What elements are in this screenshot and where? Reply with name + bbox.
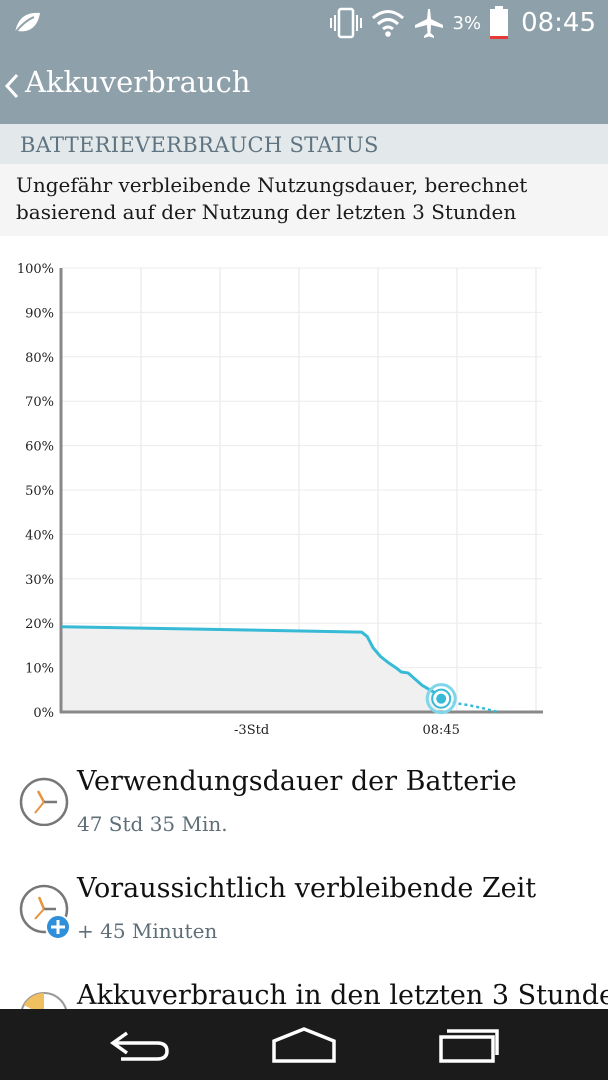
clock-plus-icon <box>19 884 71 940</box>
y-tick-label: 50% <box>25 484 54 499</box>
leaf-notification-icon <box>14 12 40 34</box>
recent-apps-icon <box>439 1029 499 1063</box>
description-text: Ungefähr verbleibende Nutzungsdauer, ber… <box>16 173 528 224</box>
chart-series-group <box>61 625 499 714</box>
y-tick-label: 40% <box>25 528 54 543</box>
description-panel: Ungefähr verbleibende Nutzungsdauer, ber… <box>0 164 608 236</box>
x-tick-label: -3Std <box>234 723 269 738</box>
wifi-icon <box>371 10 404 37</box>
back-button[interactable] <box>0 66 24 106</box>
battery-level-line <box>61 625 443 700</box>
status-bar: 3% 08:45 <box>0 0 608 46</box>
marker-dot <box>436 693 447 704</box>
vibrate-icon <box>329 7 362 39</box>
battery-chart: 100% 90% 80% 70% 60% 50% 40% 30% 20% 10% 0% -3Std 0… <box>17 262 543 738</box>
home-icon <box>272 1027 336 1063</box>
remaining-time-item[interactable]: Voraussichtlich verbleibende Zeit + 45 M… <box>0 873 608 973</box>
section-header: BATTERIEVERBRAUCH STATUS <box>0 124 608 164</box>
page-title: Akkuverbrauch <box>25 65 251 99</box>
clock-icon <box>19 777 69 826</box>
back-arrow-icon <box>109 1031 169 1061</box>
nav-recents-button[interactable] <box>434 1023 504 1067</box>
usage-duration-item[interactable]: Verwendungsdauer der Batterie 47 Std 35 … <box>0 766 608 866</box>
current-level-marker <box>425 683 457 715</box>
remaining-time-value: + 45 Minuten <box>77 919 218 943</box>
y-tick-label: 90% <box>25 306 54 321</box>
y-tick-label: 30% <box>25 573 54 588</box>
battery-icon <box>490 6 509 39</box>
battery-percent: 3% <box>452 12 482 34</box>
airplane-icon <box>414 9 443 38</box>
remaining-time-title: Voraussichtlich verbleibende Zeit <box>77 873 537 904</box>
chart-area-fill <box>62 626 442 712</box>
action-bar: Akkuverbrauch <box>0 46 608 124</box>
nav-back-button[interactable] <box>104 1023 174 1067</box>
y-tick-label: 60% <box>25 440 54 455</box>
chevron-left-icon <box>4 73 19 99</box>
marker-outer-ring <box>425 683 457 715</box>
section-title: BATTERIEVERBRAUCH STATUS <box>20 133 379 157</box>
chart-x-tick-labels: -3Std 08:45 <box>234 723 460 738</box>
chart-y-tick-labels: 100% 90% 80% 70% 60% 50% 40% 30% 20% 10% 0% <box>17 262 54 721</box>
navigation-bar <box>0 1009 608 1080</box>
usage-last-3h-title: Akkuverbrauch in den letzten 3 Stunden <box>77 980 608 1011</box>
forecast-line <box>440 697 499 714</box>
x-tick-label: 08:45 <box>422 723 459 738</box>
clock: 08:45 <box>521 8 596 38</box>
nav-home-button[interactable] <box>269 1023 339 1067</box>
usage-duration-value: 47 Std 35 Min. <box>77 812 228 836</box>
y-tick-label: 100% <box>17 262 54 277</box>
y-tick-label: 20% <box>25 617 54 632</box>
y-tick-label: 0% <box>33 706 54 721</box>
y-tick-label: 70% <box>25 395 54 410</box>
usage-duration-title: Verwendungsdauer der Batterie <box>77 766 517 797</box>
y-tick-label: 80% <box>25 351 54 366</box>
y-tick-label: 10% <box>25 662 54 677</box>
